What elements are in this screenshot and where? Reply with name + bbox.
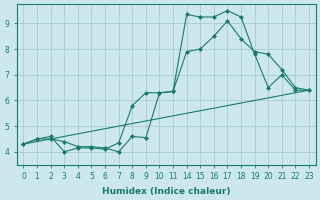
X-axis label: Humidex (Indice chaleur): Humidex (Indice chaleur) (102, 187, 230, 196)
